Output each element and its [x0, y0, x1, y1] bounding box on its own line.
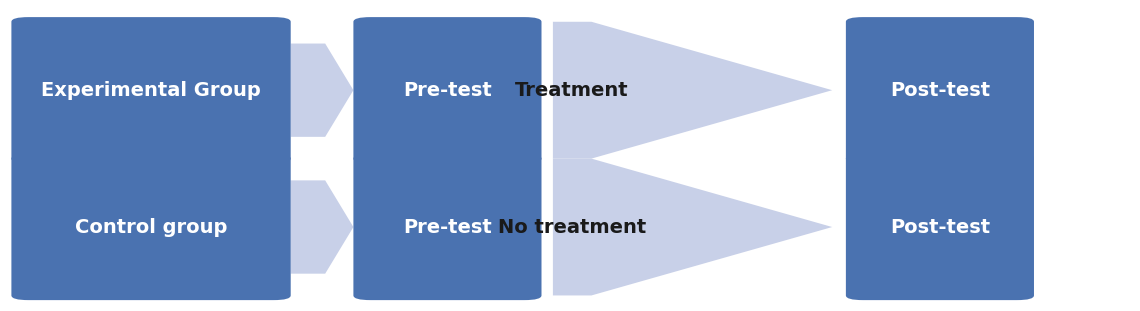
Text: Experimental Group: Experimental Group: [41, 81, 261, 100]
FancyBboxPatch shape: [11, 17, 291, 163]
FancyBboxPatch shape: [846, 154, 1034, 300]
Text: Post-test: Post-test: [890, 81, 990, 100]
Text: Treatment: Treatment: [515, 81, 629, 100]
Polygon shape: [553, 22, 832, 159]
Text: Pre-test: Pre-test: [404, 217, 491, 237]
Text: Pre-test: Pre-test: [404, 81, 491, 100]
Text: Post-test: Post-test: [890, 217, 990, 237]
FancyBboxPatch shape: [353, 17, 542, 163]
FancyBboxPatch shape: [11, 154, 291, 300]
Polygon shape: [291, 180, 353, 274]
Polygon shape: [553, 159, 832, 295]
Polygon shape: [291, 44, 353, 137]
Text: No treatment: No treatment: [498, 217, 646, 237]
FancyBboxPatch shape: [846, 17, 1034, 163]
FancyBboxPatch shape: [353, 154, 542, 300]
Text: Control group: Control group: [75, 217, 227, 237]
